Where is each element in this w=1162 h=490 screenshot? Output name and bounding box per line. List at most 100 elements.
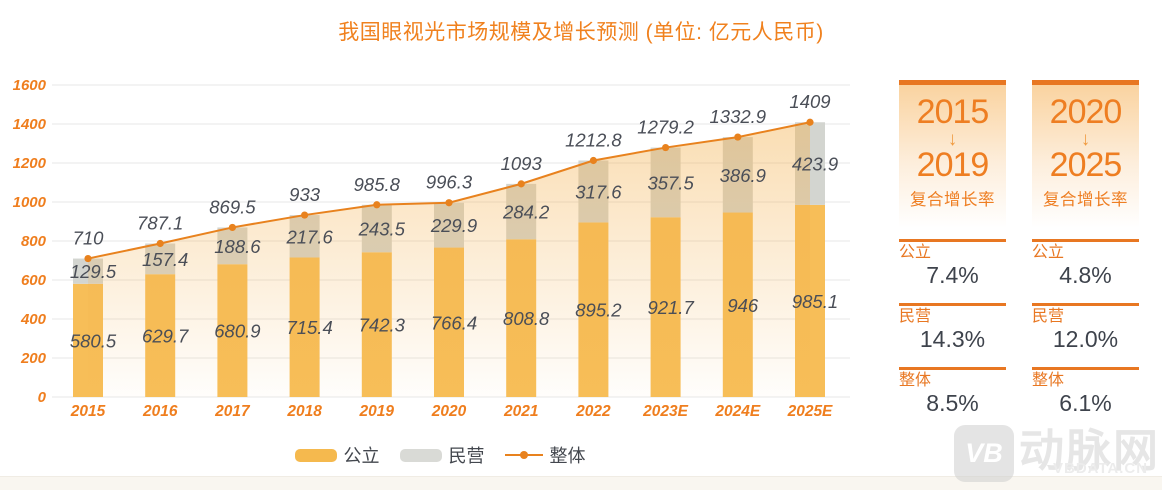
label-private: 423.9: [792, 154, 838, 175]
cagr-panel-2020-2025: 2020 ↓ 2025 复合增长率 公立 4.8% 民营 12.0% 整体 6.…: [1032, 80, 1139, 430]
stat-value: 14.3%: [919, 326, 986, 353]
overall-point: [84, 254, 92, 263]
label-private: 157.4: [142, 249, 188, 270]
overall-point: [517, 180, 525, 188]
x-tick-label: 2015: [70, 403, 106, 420]
label-total: 1409: [789, 91, 830, 112]
x-tick-label: 2016: [142, 403, 178, 420]
cagr-header-2015-2019: 2015 ↓ 2019 复合增长率: [899, 80, 1006, 228]
legend-label-private: 民营: [448, 446, 485, 466]
x-tick-label: 2019: [359, 403, 395, 420]
cagr-caption: 复合增长率: [910, 191, 995, 210]
y-tick-label: 400: [20, 311, 47, 328]
label-total: 710: [73, 228, 105, 249]
x-tick-label: 2024E: [714, 403, 760, 420]
label-public: 895.2: [575, 300, 622, 321]
arrow-down-icon: ↓: [1080, 128, 1091, 150]
cagr-to-year: 2019: [916, 145, 990, 184]
stat-row-public: 公立 7.4%: [899, 239, 1006, 289]
y-tick-label: 800: [21, 233, 47, 250]
watermark-text: 动脉网 VBDATA.CN: [1018, 425, 1160, 477]
y-tick-label: 200: [20, 350, 47, 367]
stat-row-overall: 整体 8.5%: [899, 366, 1006, 417]
x-tick-label: 2021: [503, 403, 538, 420]
x-tick-label: 2023E: [642, 403, 688, 420]
stat-value: 7.4%: [926, 262, 979, 289]
overall-point: [228, 223, 236, 232]
legend-item-private: 民营: [399, 442, 485, 468]
vbdata-watermark: VB 动脉网 VBDATA.CN: [953, 425, 1160, 482]
label-public: 946: [727, 295, 759, 316]
stat-row-overall: 整体 6.1%: [1032, 366, 1139, 417]
cagr-stats-2020-2025: 公立 4.8% 民营 12.0% 整体 6.1%: [1032, 239, 1139, 430]
overall-point: [806, 118, 814, 126]
stat-row-public: 公立 4.8%: [1032, 239, 1139, 289]
cagr-stats-2015-2019: 公立 7.4% 民营 14.3% 整体 8.5%: [899, 239, 1006, 430]
cagr-from-year: 2015: [916, 93, 990, 131]
cagr-to-year: 2025: [1049, 145, 1123, 184]
x-tick-label: 2020: [431, 403, 467, 420]
overall-area: [88, 122, 810, 397]
label-total: 933: [289, 184, 321, 205]
x-tick-label: 2025E: [787, 403, 833, 420]
y-tick-label: 1600: [13, 77, 47, 94]
overall-point: [301, 211, 309, 219]
overall-point: [734, 133, 742, 141]
label-total: 1332.9: [710, 106, 767, 127]
stat-label: 整体: [1032, 371, 1065, 389]
stat-label: 民营: [899, 307, 932, 325]
y-tick-label: 0: [38, 389, 47, 406]
legend-item-public: 公立: [294, 442, 380, 468]
overall-dot-icon: [519, 451, 528, 459]
x-tick-label: 2018: [286, 403, 322, 420]
y-tick-label: 1200: [13, 155, 47, 172]
stat-row-private: 民营 14.3%: [899, 302, 1006, 353]
page-title: 我国眼视光市场规模及增长预测 (单位: 亿元人民币): [338, 21, 824, 44]
cagr-panels: 2015 ↓ 2019 复合增长率 公立 7.4% 民营 14.3% 整体 8.…: [899, 80, 1139, 430]
label-public: 680.9: [214, 321, 260, 342]
label-total: 996.3: [426, 172, 473, 193]
overall-point: [589, 156, 598, 165]
label-total: 1093: [501, 153, 543, 174]
watermark-site: VBDATA.CN: [1052, 459, 1149, 477]
y-tick-label: 600: [21, 272, 47, 289]
label-public: 742.3: [359, 315, 406, 336]
label-total: 869.5: [209, 196, 256, 217]
arrow-down-icon: ↓: [947, 128, 958, 150]
public-swatch-icon: [294, 448, 337, 462]
cagr-from-year: 2020: [1049, 93, 1123, 131]
x-tick-label: 2022: [575, 403, 611, 420]
overall-point: [373, 201, 381, 209]
page-background-strip: [0, 476, 1162, 490]
overall-point: [156, 239, 164, 248]
cagr-caption: 复合增长率: [1043, 191, 1128, 210]
stat-value: 4.8%: [1059, 262, 1112, 289]
stat-value: 8.5%: [926, 390, 979, 417]
label-private: 357.5: [647, 172, 694, 193]
data-labels: 580.5 129.5 710 629.7 157.4 787.1 680.9 188.6 86…: [70, 91, 838, 351]
watermark-name: 动脉网: [1018, 425, 1160, 477]
stat-row-private: 民营 12.0%: [1032, 302, 1139, 353]
label-total: 985.8: [354, 174, 401, 195]
label-private: 229.9: [430, 215, 477, 236]
label-public: 921.7: [647, 297, 694, 318]
chart-legend: 公立 民营 整体: [0, 442, 880, 468]
legend-label-public: 公立: [343, 446, 380, 466]
label-private: 317.6: [575, 181, 622, 202]
stat-value: 12.0%: [1052, 326, 1119, 353]
label-total: 1212.8: [565, 130, 622, 151]
label-private: 386.9: [720, 165, 766, 186]
stat-label: 民营: [1032, 307, 1065, 325]
legend-item-overall: 整体: [504, 442, 586, 468]
stat-label: 公立: [1032, 244, 1065, 261]
y-tick-label: 1400: [13, 116, 47, 133]
label-total: 787.1: [137, 213, 183, 234]
label-public: 580.5: [70, 330, 117, 351]
overall-point: [445, 199, 453, 207]
label-private: 284.2: [502, 202, 550, 223]
legend-label-overall: 整体: [549, 446, 586, 466]
private-swatch-icon: [399, 448, 442, 462]
overall-points: [84, 118, 814, 263]
stat-label: 公立: [899, 244, 932, 261]
